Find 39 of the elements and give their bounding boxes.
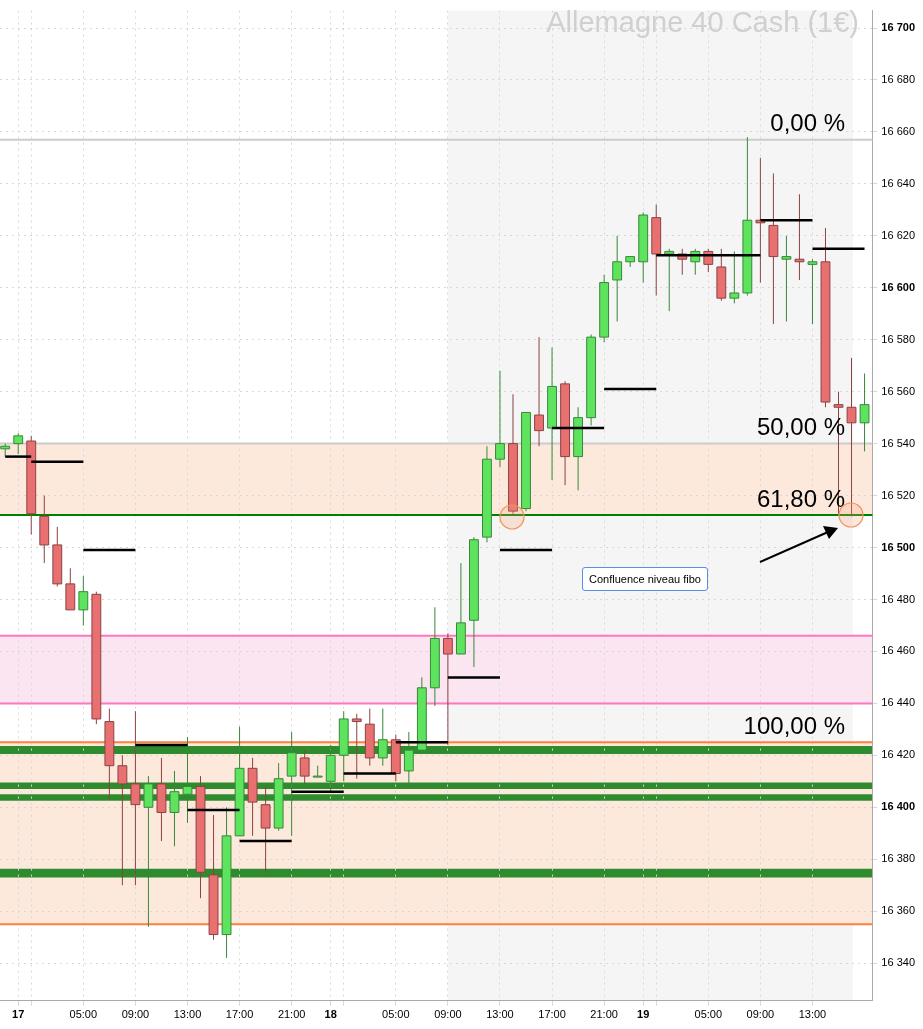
annotation: 0,00 % [770, 109, 846, 137]
y-tick-label: 16 420 [881, 748, 916, 761]
x-tick-label: 09:00 [121, 1008, 150, 1021]
y-tick-label: 16 340 [881, 956, 916, 969]
annotation: Confluence niveau fibo [582, 567, 708, 591]
x-tick-label: 21:00 [277, 1008, 306, 1021]
y-tick-label: 16 680 [881, 72, 916, 85]
y-tick-label: 16 480 [881, 592, 916, 605]
x-tick-label: 21:00 [590, 1008, 618, 1021]
y-tick-label: 16 640 [881, 176, 916, 189]
x-tick-label: 17:00 [225, 1008, 254, 1021]
y-tick-label: 16 460 [881, 644, 916, 657]
x-tick-label: 05:00 [694, 1008, 723, 1021]
x-tick-label: 13:00 [486, 1008, 514, 1021]
y-tick-label: 16 400 [881, 800, 916, 813]
annotation: 100,00 % [743, 711, 846, 739]
y-tick-label: 16 380 [881, 852, 916, 865]
x-tick-label: 18 [324, 1008, 337, 1021]
candlestick [495, 370, 505, 468]
y-tick-label: 16 660 [881, 124, 916, 137]
y-tick-label: 16 520 [881, 488, 916, 501]
x-tick-label: 13:00 [798, 1008, 827, 1021]
x-tick-label: 19 [637, 1008, 650, 1021]
x-tick-label: 13:00 [173, 1008, 202, 1021]
y-tick-label: 16 580 [881, 332, 916, 345]
x-tick-label: 09:00 [434, 1008, 462, 1021]
y-tick-label: 16 500 [881, 540, 916, 553]
x-tick-label: 05:00 [69, 1008, 98, 1021]
y-tick-label: 16 560 [881, 384, 916, 397]
x-tick-label: 09:00 [746, 1008, 775, 1021]
y-tick-label: 16 360 [881, 904, 916, 917]
y-tick-label: 16 540 [881, 436, 916, 449]
y-tick-label: 16 620 [881, 228, 916, 241]
x-tick-label: 17 [12, 1008, 25, 1021]
y-tick-label: 16 600 [881, 280, 916, 293]
x-tick-label: 17:00 [538, 1008, 566, 1021]
y-tick-label: 16 700 [881, 21, 916, 34]
x-tick-label: 05:00 [382, 1008, 410, 1021]
y-tick-label: 16 440 [881, 696, 916, 709]
